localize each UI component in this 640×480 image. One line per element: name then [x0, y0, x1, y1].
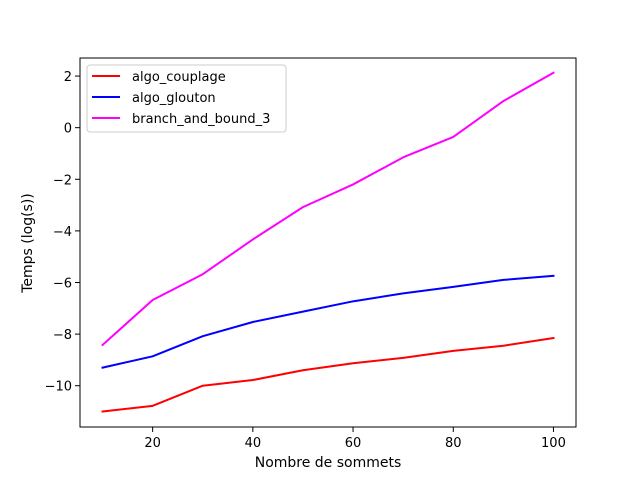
axes-layer: 20 40 60 80 100 −10 −8 −6 −4 −2 0 2 [45, 57, 577, 451]
y-tick-label: −4 [53, 225, 72, 240]
series-line-algo_couplage [101, 336, 555, 413]
axes-frame [79, 57, 577, 428]
legend-box [86, 64, 287, 133]
x-tick-label: 100 [541, 436, 566, 451]
series-layer [101, 71, 555, 413]
legend-label: branch_and_bound_3 [132, 112, 270, 127]
x-tick-label: 20 [144, 436, 161, 451]
legend-label: algo_couplage [132, 70, 226, 85]
y-axis-label: Temps (log(s)) [20, 193, 36, 294]
y-tick-label: −6 [53, 276, 72, 291]
y-tick-label: −10 [45, 380, 72, 395]
legend-label: algo_glouton [132, 91, 216, 106]
series-line-algo_glouton [101, 274, 555, 369]
x-tick-label: 60 [345, 436, 362, 451]
y-tick-label: 2 [64, 70, 72, 85]
x-tick-label: 80 [445, 436, 462, 451]
y-tick-label: 0 [64, 122, 72, 137]
series-line-branch_and_bound_3 [101, 71, 555, 347]
x-axis-label: Nombre de sommets [255, 455, 402, 471]
y-tick-label: −8 [53, 328, 72, 343]
y-tick-label: −2 [53, 173, 72, 188]
x-tick-label: 40 [245, 436, 262, 451]
legend: algo_couplage algo_glouton branch_and_boun… [86, 64, 287, 133]
